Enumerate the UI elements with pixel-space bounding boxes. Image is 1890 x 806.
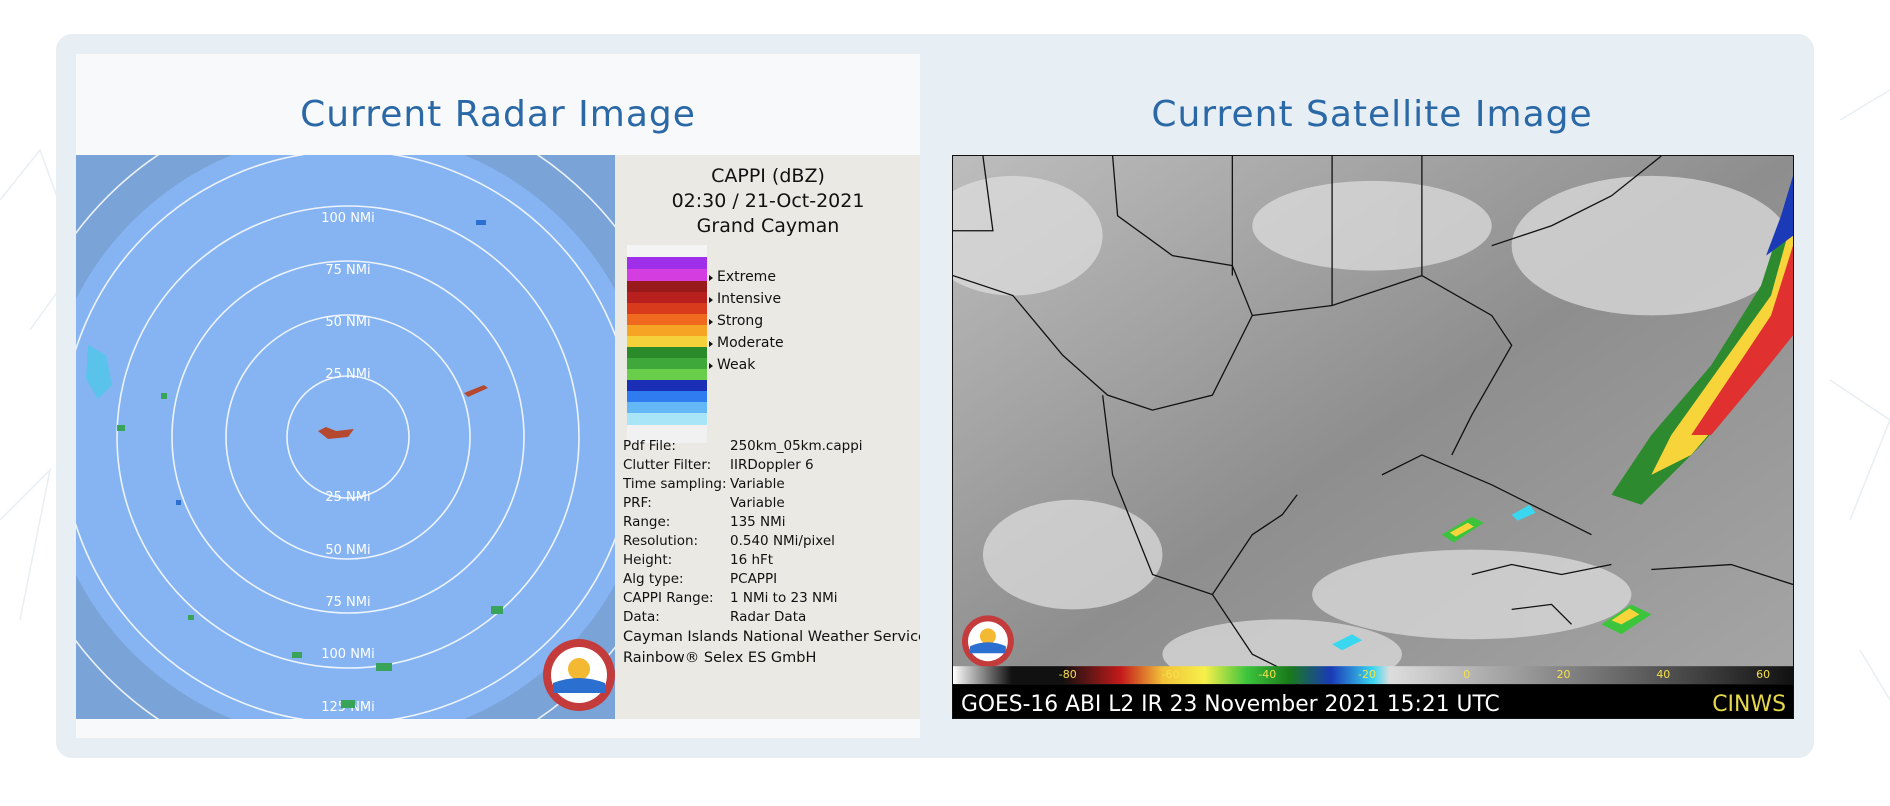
info-value: 250km_05km.cappi [730, 438, 863, 454]
ring-label: 100 NMi [321, 647, 375, 662]
info-value: Variable [730, 495, 785, 511]
scale-label: -40 [1258, 668, 1276, 681]
ring-label: 25 NMi [325, 367, 370, 382]
temperature-scale [953, 666, 1793, 685]
info-key: Alg type: [623, 571, 684, 587]
radar-info-table: Pdf File: 250km_05km.cappi Clutter Filte… [622, 438, 920, 666]
scale-label: -60 [1162, 668, 1180, 681]
info-value: IIRDoppler 6 [730, 457, 814, 473]
legend-moderate: Moderate [717, 335, 784, 351]
info-key: Range: [623, 514, 670, 530]
satellite-brand: CINWS [1712, 692, 1786, 717]
radar-header-product: CAPPI (dBZ) [711, 165, 825, 187]
satellite-caption: GOES-16 ABI L2 IR 23 November 2021 15:21… [961, 692, 1500, 717]
radar-image[interactable]: 100 NMi 75 NMi 50 NMi 25 NMi 25 NMi 50 N… [76, 155, 920, 719]
coastlines [953, 156, 1793, 715]
radar-footer-software: Rainbow® Selex ES GmbH [623, 650, 816, 666]
legend-intensive: Intensive [717, 291, 781, 307]
info-value: Radar Data [730, 609, 806, 625]
satellite-panel: Current Satellite Image [950, 54, 1794, 738]
info-key: PRF: [623, 495, 652, 511]
info-key: Time sampling: [622, 476, 727, 492]
radar-title: Current Radar Image [300, 94, 696, 135]
ring-label: 50 NMi [325, 543, 370, 558]
legend-strong: Strong [717, 313, 763, 329]
ring-label: 100 NMi [321, 211, 375, 226]
imagery-card: Current Radar Image Current Satellite Im… [56, 34, 1814, 758]
cinws-logo [961, 615, 1014, 668]
ring-label: 75 NMi [325, 263, 370, 278]
info-value: 16 hFt [730, 552, 773, 568]
info-key: CAPPI Range: [623, 590, 714, 606]
legend-weak: Weak [717, 357, 756, 373]
info-key: Clutter Filter: [623, 457, 711, 473]
scale-label: -20 [1358, 668, 1376, 681]
info-value: 135 NMi [730, 514, 786, 530]
satellite-image[interactable]: -80 -60 -40 -20 0 20 40 60 GOES-16 ABI L… [952, 155, 1794, 719]
legend-extreme: Extreme [717, 269, 776, 285]
reflectivity-scale [627, 245, 707, 443]
scale-label: 60 [1756, 668, 1770, 681]
info-key: Resolution: [623, 533, 698, 549]
info-value: 0.540 NMi/pixel [730, 533, 835, 549]
info-key: Pdf File: [623, 438, 676, 454]
info-value: Variable [730, 476, 785, 492]
info-value: 1 NMi to 23 NMi [730, 590, 837, 606]
scale-labels: -80 -60 -40 -20 0 20 40 60 [1059, 668, 1770, 681]
cinws-logo [543, 639, 615, 711]
radar-header-time: 02:30 / 21-Oct-2021 [672, 190, 865, 212]
ring-label: 75 NMi [325, 595, 370, 610]
scale-label: -80 [1059, 668, 1077, 681]
satellite-title: Current Satellite Image [1151, 94, 1593, 135]
radar-echoes [86, 220, 503, 708]
info-key: Height: [623, 552, 672, 568]
scale-label: 20 [1557, 668, 1571, 681]
convection-band [1332, 175, 1793, 651]
scale-label: 40 [1656, 668, 1670, 681]
ring-label: 50 NMi [325, 315, 370, 330]
info-value: PCAPPI [730, 571, 777, 587]
ring-label: 25 NMi [325, 490, 370, 505]
scale-label: 0 [1463, 668, 1470, 681]
radar-footer-agency: Cayman Islands National Weather Service [623, 629, 920, 645]
radar-header-location: Grand Cayman [697, 215, 840, 237]
info-key: Data: [623, 609, 660, 625]
